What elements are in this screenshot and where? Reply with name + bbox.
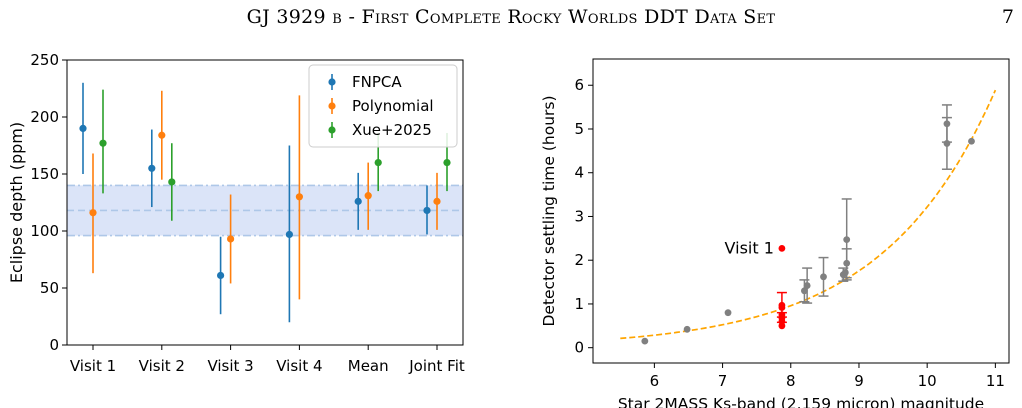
page-header: GJ 3929 b - First Complete Rocky Worlds … [0, 0, 1022, 40]
legend-label: Xue+2025 [352, 121, 432, 139]
gj3929-point [778, 304, 786, 311]
legend-label: FNPCA [352, 73, 402, 91]
x-axis-label: Star 2MASS Ks-band (2.159 micron) magnit… [618, 395, 984, 408]
y-tick-label: 0 [49, 336, 59, 354]
legend-box [308, 64, 458, 148]
data-point [364, 192, 372, 200]
x-tick-label: 7 [718, 372, 728, 390]
visit-1-annotation: Visit 1 [725, 238, 774, 257]
x-tick-label: Visit 3 [207, 357, 253, 375]
reference-point [803, 282, 811, 289]
data-point [423, 206, 431, 215]
settling-time-chart: Visit 1 6 7 8 9 10 11 0 1 2 3 4 5 6 Star 2MASS Ks-band… [540, 58, 1010, 408]
x-tick-label: 11 [986, 372, 1005, 390]
running-title: GJ 3929 b - First Complete Rocky Worlds … [246, 6, 776, 28]
y-tick-label: 0 [574, 339, 584, 357]
gj3929-point [778, 322, 786, 330]
y-axis-label: Eclipse depth (ppm) [7, 122, 26, 283]
x-tick-label: 6 [650, 372, 660, 390]
y-tick-label: 200 [30, 108, 59, 126]
y-tick-label: 250 [30, 51, 59, 69]
reference-point [801, 287, 808, 295]
y-tick-label: 100 [30, 222, 59, 240]
gj3929-point [778, 244, 786, 252]
y-tick-label: 150 [30, 165, 59, 183]
x-tick-label: Joint Fit [408, 357, 465, 375]
plot-frame [66, 59, 464, 346]
reference-point [943, 140, 951, 147]
x-tick-label: Mean [348, 357, 389, 375]
legend-marker [328, 102, 336, 110]
reference-point [968, 137, 975, 145]
legend: FNPCA Polynomial Xue+2025 [308, 64, 458, 148]
x-tick-label: Visit 1 [70, 357, 116, 375]
data-point [99, 139, 107, 147]
y-tick-label: 5 [574, 120, 584, 138]
data-point [79, 124, 87, 132]
data-point [227, 235, 235, 243]
y-tick-label: 3 [574, 207, 584, 225]
y-tick-label: 1 [574, 295, 584, 313]
x-tick-label: 8 [786, 372, 796, 390]
data-point [148, 164, 156, 172]
data-point [89, 209, 97, 217]
data-point [295, 193, 303, 201]
reference-point [683, 325, 691, 333]
data-point [433, 197, 441, 205]
x-tick-label: 9 [854, 372, 864, 390]
legend-marker [328, 78, 336, 86]
reference-point [724, 309, 732, 317]
data-point [158, 131, 166, 139]
page-number: 7 [1001, 6, 1014, 28]
plot-frame [592, 58, 1010, 364]
y-tick-label: 6 [574, 76, 584, 94]
x-tick-label: 10 [918, 372, 937, 390]
legend-label: Polynomial [352, 97, 434, 115]
y-tick-label: 4 [574, 164, 584, 182]
reference-point [820, 273, 827, 281]
x-tick-label: Visit 2 [139, 357, 185, 375]
eclipse-depth-chart: 0 50 100 150 200 250 Visit 1 Visit 2 Visit 3 Visi… [7, 51, 465, 375]
data-point [285, 230, 293, 239]
reference-point [843, 236, 851, 244]
data-point [217, 271, 225, 280]
data-point [443, 159, 451, 167]
y-axis-label: Detector settling time (hours) [540, 95, 558, 326]
x-tick-label: Visit 4 [276, 357, 322, 375]
legend-marker [328, 126, 336, 134]
y-tick-label: 50 [40, 279, 59, 297]
data-point [374, 159, 382, 167]
reference-point [641, 337, 649, 345]
reference-point [841, 269, 849, 276]
data-point [168, 178, 176, 186]
data-point [354, 197, 362, 205]
y-tick-label: 2 [574, 251, 584, 269]
